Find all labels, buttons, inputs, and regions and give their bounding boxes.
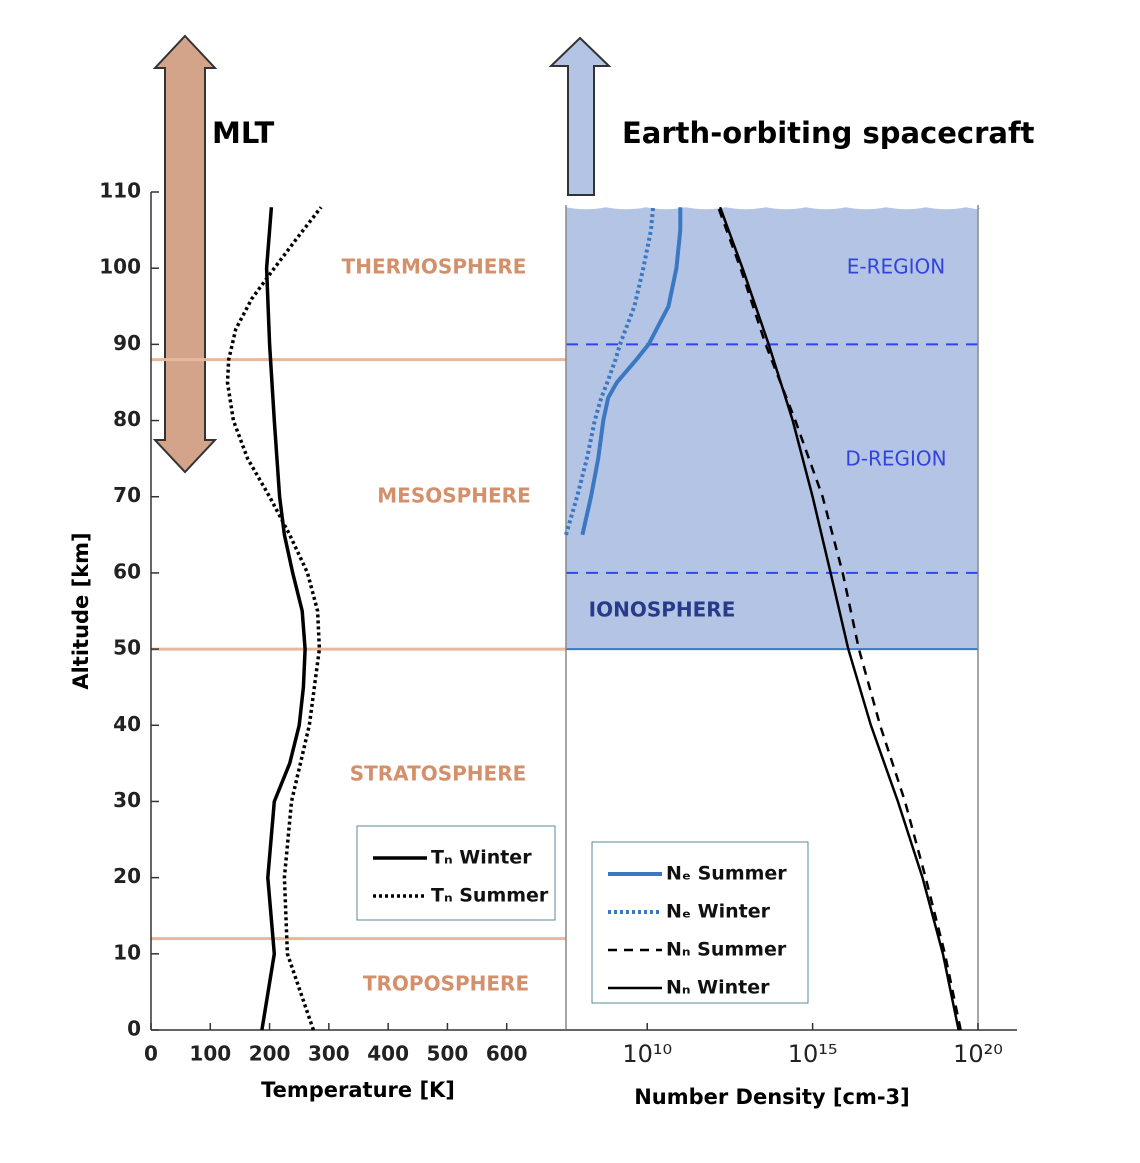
- legend-label: Nₑ Winter: [666, 901, 771, 923]
- y-tick-label: 80: [113, 407, 141, 431]
- legend-box: [591, 841, 809, 1004]
- y-axis-label: Altitude [km]: [69, 532, 93, 689]
- region-label: IONOSPHERE: [589, 598, 736, 622]
- spacecraft-arrow: [548, 36, 612, 196]
- x-tick-label: 100: [189, 1042, 231, 1066]
- x-tick-label: 500: [427, 1042, 469, 1066]
- mlt-arrow: [152, 34, 218, 474]
- legend-label: Nₙ Winter: [666, 977, 770, 999]
- x-tick-label: 10¹⁵: [788, 1040, 838, 1068]
- legend-box: [356, 825, 556, 921]
- x-tick-label: 600: [486, 1042, 528, 1066]
- series-line: [225, 206, 323, 1031]
- layer-label: MESOSPHERE: [377, 484, 531, 508]
- legend-label: Nₑ Summer: [666, 863, 787, 885]
- y-tick-label: 20: [113, 864, 141, 888]
- x-tick-label: 0: [144, 1042, 158, 1066]
- region-label: D-REGION: [845, 447, 946, 471]
- spacecraft-label: Earth-orbiting spacecraft: [622, 116, 1035, 150]
- x-tick-label: 300: [308, 1042, 350, 1066]
- series-line: [718, 206, 960, 1031]
- region-label: E-REGION: [847, 255, 946, 279]
- legend-label: Nₙ Summer: [666, 939, 787, 961]
- y-tick-label: 70: [113, 483, 141, 507]
- y-tick-label: 110: [99, 179, 141, 203]
- series-line: [564, 207, 656, 536]
- series-line: [580, 207, 683, 536]
- y-tick-label: 50: [113, 636, 141, 660]
- layer-label: TROPOSPHERE: [363, 972, 529, 996]
- y-tick-label: 100: [99, 255, 141, 279]
- legend-label: Tₙ Summer: [431, 885, 549, 907]
- ionosphere-shade: [566, 207, 981, 650]
- x-axis-label: Temperature [K]: [261, 1078, 455, 1102]
- x-tick-label: 10²⁰: [953, 1040, 1003, 1068]
- y-tick-label: 60: [113, 559, 141, 583]
- y-tick-label: 90: [113, 331, 141, 355]
- legend-label: Tₙ Winter: [431, 847, 532, 869]
- mlt-label: MLT: [212, 116, 275, 150]
- x-tick-label: 400: [367, 1042, 409, 1066]
- layer-label: THERMOSPHERE: [342, 255, 527, 279]
- x-tick-label: 10¹⁰: [622, 1040, 672, 1068]
- x-axis-label: Number Density [cm-3]: [634, 1085, 910, 1109]
- series-line: [260, 207, 307, 1031]
- y-tick-label: 0: [127, 1017, 141, 1041]
- y-tick-label: 40: [113, 712, 141, 736]
- y-tick-label: 30: [113, 788, 141, 812]
- layer-label: STRATOSPHERE: [350, 762, 527, 786]
- series-line: [717, 206, 962, 1031]
- x-tick-label: 200: [249, 1042, 291, 1066]
- y-tick-label: 10: [113, 940, 141, 964]
